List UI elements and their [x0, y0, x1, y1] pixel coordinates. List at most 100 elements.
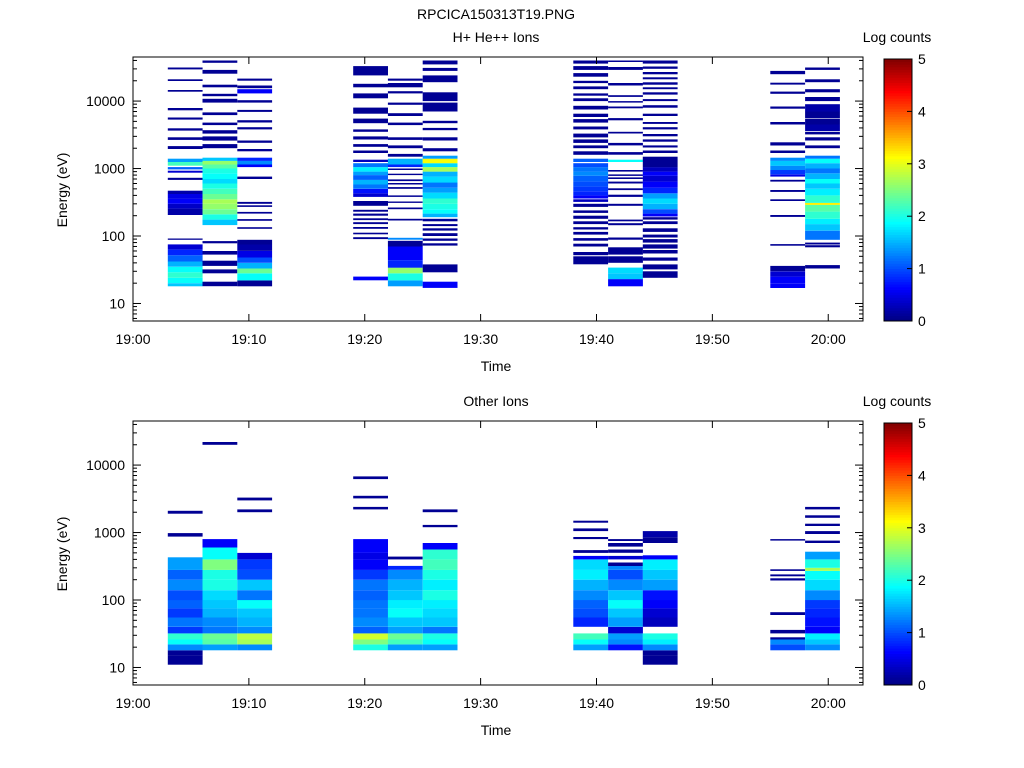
spectrogram-cell: [237, 219, 273, 221]
spectrogram-cell: [770, 199, 806, 201]
spectrogram-cell: [573, 221, 609, 225]
spectrogram-cell: [237, 127, 273, 130]
colorbar-frame: [883, 58, 913, 322]
spectrogram-cell: [573, 256, 609, 265]
spectrogram-cell: [642, 105, 678, 108]
spectrogram-cell: [573, 80, 609, 84]
spectrogram-cell: [805, 540, 840, 543]
colorbar-segment: [884, 313, 912, 317]
x-tick-label: 19:20: [347, 695, 382, 711]
colorbar-segment: [884, 509, 912, 513]
spectrogram-cell: [237, 262, 273, 269]
spectrogram-cell: [608, 223, 643, 226]
colorbar-segment: [884, 627, 912, 631]
colorbar-segment: [884, 245, 912, 249]
colorbar-segment: [884, 179, 912, 183]
spectrogram-cell: [167, 639, 203, 645]
spectrogram-cell: [353, 66, 388, 76]
spectrogram-cell: [642, 633, 678, 640]
colorbar-segment: [884, 488, 912, 492]
colorbar-segment: [884, 428, 912, 432]
y-tick-label: 1000: [94, 161, 125, 177]
spectrogram-cell: [387, 164, 423, 168]
spectrogram-cell: [202, 69, 238, 74]
spectrogram-cell: [642, 167, 678, 172]
spectrogram-cell: [237, 608, 273, 618]
spectrogram-cell: [642, 113, 678, 116]
spectrogram-cell: [642, 650, 678, 656]
spectrogram-cell: [353, 276, 388, 281]
spectrogram-cell: [237, 633, 273, 640]
spectrogram-cell: [805, 145, 840, 149]
spectrogram-cell: [770, 82, 806, 85]
colorbar-segment: [884, 294, 912, 298]
x-tick-label: 19:50: [695, 695, 730, 711]
x-tick-label: 19:50: [695, 331, 730, 347]
spectrogram-cell: [422, 590, 458, 601]
colorbar-segment: [884, 150, 912, 154]
spectrogram-cell: [573, 537, 609, 540]
spectrogram-cell: [353, 222, 388, 225]
spectrogram-cell: [202, 164, 238, 169]
spectrogram-cell: [237, 579, 273, 591]
colorbar: 0 1 2 3 4 5: [883, 51, 926, 329]
colorbar-segment: [884, 127, 912, 131]
spectrogram-cell: [642, 559, 678, 570]
spectrogram-cell: [770, 190, 806, 192]
colorbar-segment: [884, 656, 912, 660]
colorbar-segment: [884, 661, 912, 665]
y-tick-label: 100: [102, 592, 126, 608]
colorbar-segment: [884, 467, 912, 471]
spectrogram-cell: [353, 193, 388, 197]
colorbar-segment: [884, 148, 912, 152]
spectrogram-cell: [167, 283, 203, 287]
colorbar-segment: [884, 457, 912, 461]
spectrogram-cell: [573, 520, 609, 523]
colorbar-segment: [884, 237, 912, 241]
spectrogram-cell: [387, 153, 423, 157]
spectrogram-cell: [805, 211, 840, 219]
panel-title: H+ He++ Ions: [453, 29, 540, 45]
spectrogram-cell: [202, 199, 238, 204]
spectrogram-cell: [770, 612, 806, 615]
spectrogram-cell: [770, 639, 806, 645]
spectrogram-cell: [387, 600, 423, 609]
spectrogram-cell: [608, 579, 643, 591]
colorbar-segment: [884, 203, 912, 207]
spectrogram-cell: [202, 194, 238, 200]
spectrogram-cell: [770, 170, 806, 175]
spectrogram-cell: [422, 579, 458, 591]
spectrogram-cell: [573, 238, 609, 241]
y-tick-label: 10: [109, 295, 125, 311]
spectrogram-cell: [167, 617, 203, 627]
spectrogram-cell: [805, 89, 840, 93]
spectrogram-cell: [573, 569, 609, 580]
spectrogram-cell: [202, 442, 238, 445]
colorbar-segment: [884, 155, 912, 159]
spectrogram-cell: [770, 122, 806, 125]
spectrogram-cell: [805, 188, 840, 196]
colorbar-segment: [884, 664, 912, 668]
spectrogram-cell: [608, 555, 643, 560]
colorbar-segment: [884, 231, 912, 235]
spectrogram-cell: [353, 188, 388, 194]
spectrogram-cell: [573, 86, 609, 90]
colorbar-segment: [884, 643, 912, 647]
spectrogram-cell: [608, 95, 643, 97]
spectrogram-cell: [167, 277, 203, 284]
colorbar-segment: [884, 464, 912, 468]
spectrogram-cell: [353, 539, 388, 553]
spectrogram-cell: [805, 179, 840, 184]
colorbar-segment: [884, 551, 912, 555]
colorbar-segment: [884, 93, 912, 97]
spectrogram-cell: [573, 633, 609, 640]
spectrogram-cell: [422, 644, 458, 651]
spectrogram-cell: [167, 158, 203, 162]
spectrogram-cell: [387, 644, 423, 651]
colorbar-segment: [884, 632, 912, 636]
spectrogram-cell: [805, 242, 840, 245]
spectrogram-cell: [422, 92, 458, 102]
spectrogram-cell: [353, 159, 388, 162]
spectrogram-cell: [167, 600, 203, 609]
spectrogram-cell: [642, 175, 678, 182]
